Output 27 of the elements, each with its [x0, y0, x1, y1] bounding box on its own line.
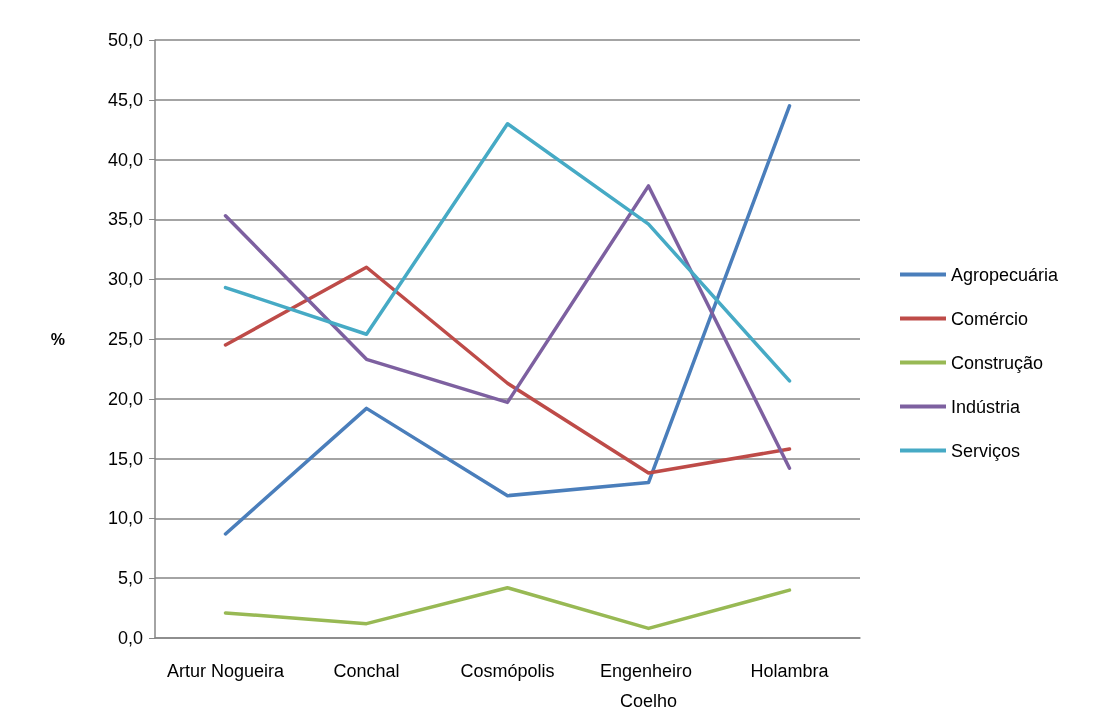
line-series — [223, 586, 792, 631]
y-tick-label: 50,0 — [107, 30, 143, 50]
legend-label: Comércio — [951, 308, 1029, 329]
y-tick-label: 20,0 — [107, 388, 143, 409]
y-tick-label: 25,0 — [107, 329, 143, 349]
legend-label: Serviços — [951, 440, 1021, 461]
y-tick-label: 35,0 — [107, 209, 143, 230]
y-tick-label: 45,0 — [107, 89, 143, 110]
y-tick-label: 30,0 — [107, 269, 143, 290]
y-tick-label: 40,0 — [107, 149, 143, 170]
legend-label: Construção — [951, 352, 1044, 373]
x-tick-label: Conchal — [333, 661, 400, 681]
legend-label: Agropecuária — [951, 264, 1060, 285]
line-series — [223, 104, 792, 536]
x-tick-label: Cosmópolis — [460, 661, 555, 681]
y-tick-label: 0,0 — [117, 628, 143, 648]
line-series — [223, 184, 792, 470]
y-tick-label: 5,0 — [117, 568, 143, 589]
x-tick-label: Engenheiro Coelho — [599, 661, 698, 711]
x-tick-label: Artur Nogueira — [166, 661, 286, 681]
legend-label: Indústria — [951, 396, 1022, 417]
y-tick-label: 15,0 — [107, 448, 143, 469]
x-tick-label: Holambra — [750, 661, 830, 681]
y-axis-title: % — [50, 330, 65, 348]
line-series — [223, 265, 792, 475]
line-series — [223, 121, 792, 383]
y-tick-label: 10,0 — [107, 508, 143, 529]
